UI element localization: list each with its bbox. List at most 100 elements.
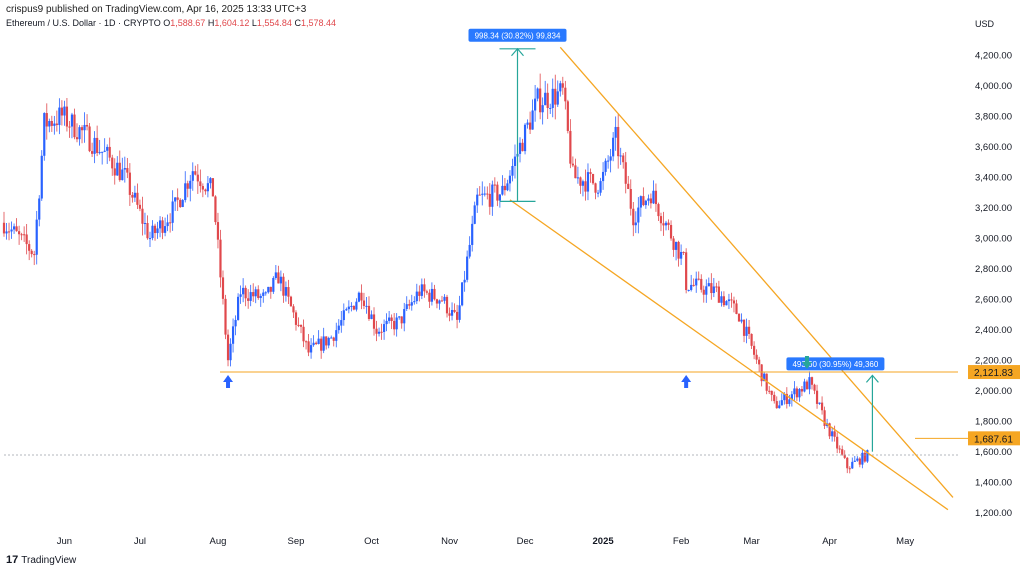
x-tick-label: Nov <box>441 536 458 547</box>
candle-body <box>176 197 179 200</box>
candle-body <box>732 300 736 304</box>
candle-body <box>352 305 355 310</box>
candle-body <box>433 288 436 300</box>
candle-body <box>674 241 678 250</box>
candle-body <box>20 234 23 236</box>
candle-body <box>284 287 288 296</box>
candle-body <box>342 310 345 321</box>
candle-body <box>604 160 607 172</box>
candle-body <box>815 390 819 404</box>
candle-body <box>201 186 204 190</box>
candle-body <box>191 171 194 181</box>
tradingview-logo[interactable]: 17 TradingView <box>6 554 76 566</box>
candle-body <box>216 222 220 240</box>
candle-body <box>148 238 152 240</box>
candle-body <box>445 296 449 314</box>
candle-body <box>760 364 763 382</box>
candle-body <box>88 126 91 152</box>
candle-body <box>299 324 303 327</box>
candle-body <box>526 122 529 125</box>
candle-body <box>463 279 466 283</box>
candle-body <box>551 88 554 108</box>
candle-body <box>317 338 320 344</box>
candle-body <box>226 334 230 361</box>
candle-body <box>103 150 106 152</box>
candle-body <box>45 113 48 127</box>
candle-body <box>262 292 265 296</box>
candle-body <box>350 305 353 307</box>
symbol-ohlc-line: Ethereum / U.S. Dollar · 1D · CRYPTO O1,… <box>6 18 336 28</box>
y-tick-label: 1,400.00 <box>975 478 1012 489</box>
candle-body <box>413 301 416 303</box>
y-tick-label: 2,800.00 <box>975 264 1012 275</box>
candle-body <box>136 192 139 205</box>
candle-body <box>576 177 580 179</box>
candle-body <box>171 201 174 223</box>
candle-body <box>398 316 401 318</box>
y-tick-label: 1,800.00 <box>975 417 1012 428</box>
y-tick-label: 3,800.00 <box>975 111 1012 122</box>
candle-body <box>403 308 406 324</box>
candle-body <box>622 155 625 163</box>
candle-body <box>410 302 413 306</box>
candle-body <box>599 181 602 193</box>
candle-body <box>390 317 393 321</box>
candle-body <box>169 222 172 224</box>
candle-body <box>823 410 826 426</box>
candle-body <box>224 298 227 335</box>
candle-body <box>98 152 101 154</box>
candle-body <box>531 110 534 130</box>
candle-body <box>720 296 723 303</box>
candle-body <box>740 319 743 322</box>
measure-right-label: 493.60 (30.95%) 49,360 <box>792 360 878 369</box>
candle-body <box>377 331 381 334</box>
candle-body <box>264 292 267 294</box>
candle-body <box>58 107 61 126</box>
candle-body <box>662 223 665 226</box>
y-tick-label: 2,000.00 <box>975 386 1012 397</box>
candle-body <box>753 345 756 355</box>
candle-body <box>536 88 539 99</box>
candle-body <box>586 172 590 192</box>
candle-body <box>18 231 21 235</box>
candle-body <box>818 402 821 404</box>
candle-body <box>544 92 547 106</box>
candle-body <box>574 165 577 179</box>
candle-body <box>697 278 700 280</box>
x-tick-label: Jul <box>134 536 146 547</box>
candle-body <box>564 87 567 102</box>
candle-body <box>289 296 293 307</box>
candle-body <box>309 345 313 353</box>
candle-body <box>692 284 695 286</box>
candle-body <box>758 359 761 365</box>
candle-body <box>481 193 484 195</box>
candle-body <box>430 288 434 302</box>
candle-body <box>483 193 486 195</box>
candle-body <box>405 304 408 309</box>
candle-body <box>624 162 627 184</box>
candle-body <box>83 124 86 131</box>
candle-body <box>304 341 308 343</box>
candle-body <box>7 231 11 233</box>
candle-body <box>518 142 522 154</box>
candle-body <box>690 284 693 290</box>
candle-body <box>372 314 376 329</box>
candle-body <box>242 287 245 295</box>
measure-left-label-box <box>468 28 567 42</box>
candle-body <box>50 121 53 126</box>
candle-body <box>667 222 670 226</box>
measure-left-label: 998.34 (30.82%) 99,834 <box>475 31 561 40</box>
candle-body <box>113 168 116 176</box>
candle-body <box>393 320 396 330</box>
candle-body <box>375 328 378 334</box>
candle-body <box>229 343 232 361</box>
candle-body <box>493 184 496 186</box>
candle-body <box>727 299 731 302</box>
candle-body <box>745 326 748 336</box>
candle-body <box>717 286 720 303</box>
x-tick-label: 2025 <box>593 536 615 547</box>
candle-body <box>747 326 751 334</box>
candle-body <box>337 325 340 331</box>
x-tick-label: Jun <box>57 536 72 547</box>
